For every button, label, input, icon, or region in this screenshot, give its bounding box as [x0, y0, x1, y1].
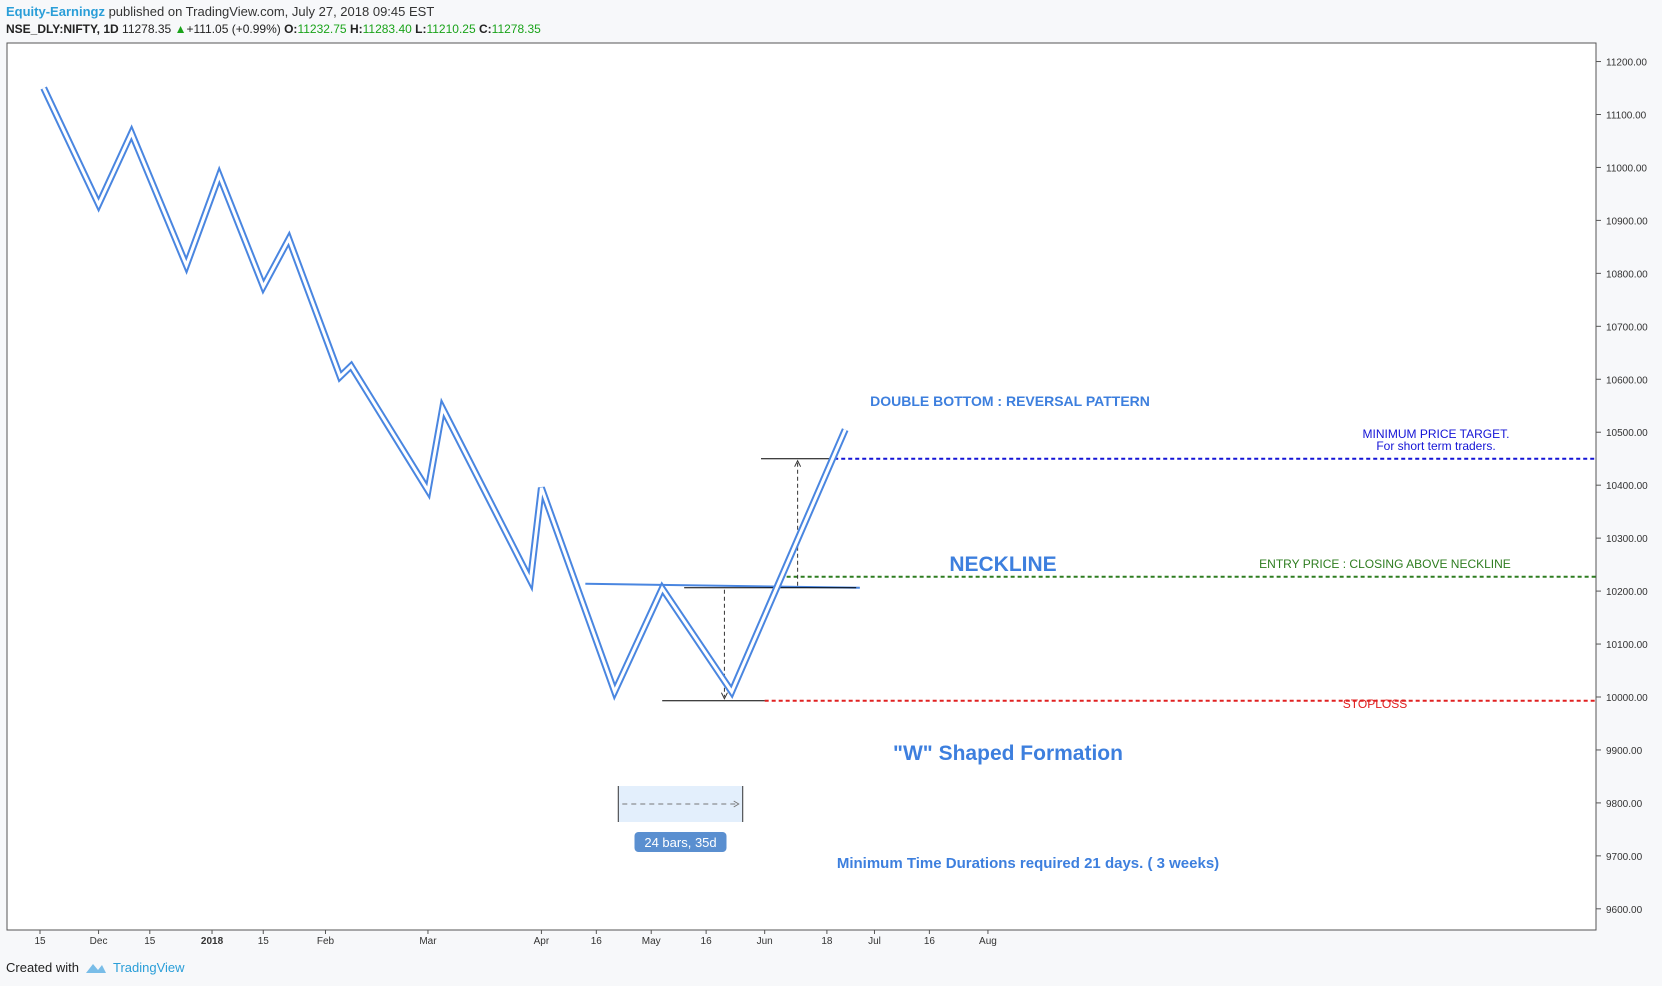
price-line-inner — [42, 87, 847, 696]
x-tick-label: Dec — [90, 936, 108, 947]
plot-area[interactable] — [6, 42, 1597, 931]
neckline-label: NECKLINE — [949, 553, 1056, 576]
y-tick-label: 10500.00 — [1606, 428, 1648, 439]
y-tick-label: 10300.00 — [1606, 534, 1648, 545]
close-label: C: — [478, 22, 492, 36]
y-tick-label: 9800.00 — [1606, 799, 1643, 810]
created-with-label: Created with — [6, 960, 79, 975]
y-tick-label: 10800.00 — [1606, 269, 1648, 280]
range-badge-bg — [634, 832, 727, 852]
price-change: +111.05 (+0.99%) — [186, 22, 281, 36]
close-value: 11278.35 — [491, 22, 541, 36]
price-axis[interactable]: 11200.00 11100.00 11000.00 10900.00 10800.00… — [1596, 58, 1648, 916]
open-value: 11232.75 — [297, 22, 347, 36]
y-tick-label: 9900.00 — [1606, 746, 1643, 757]
y-tick-label: 10000.00 — [1606, 693, 1648, 704]
x-tick-label: 16 — [924, 936, 936, 947]
author-name[interactable]: Equity-Earningz — [6, 4, 105, 19]
y-tick-label: 11000.00 — [1606, 163, 1647, 174]
annotation-labels: DOUBLE BOTTOM : REVERSAL PATTERN NECKLIN… — [837, 393, 1511, 872]
y-tick-label: 10700.00 — [1606, 322, 1648, 333]
last-price: 11278.35 — [122, 22, 172, 36]
price-series[interactable] — [40, 86, 849, 701]
x-tick-label: 16 — [591, 936, 603, 947]
x-tick-label: Jun — [757, 936, 773, 947]
entry-label: ENTRY PRICE : CLOSING ABOVE NECKLINE — [1259, 557, 1511, 571]
x-tick-label: 16 — [701, 936, 713, 947]
x-tick-label: Feb — [317, 936, 335, 947]
formation-label: "W" Shaped Formation — [893, 742, 1123, 765]
tradingview-brand-link[interactable]: TradingView — [112, 960, 185, 975]
x-tick-label: 2018 — [201, 936, 224, 947]
x-tick-label: Mar — [419, 936, 437, 947]
time-axis[interactable]: 15 Dec 15 2018 15 Feb Mar Apr 16 May 16 Jun 18 Jul 16 A… — [34, 930, 997, 947]
x-tick-label: 15 — [258, 936, 270, 947]
tradingview-logo-icon — [85, 963, 106, 973]
y-tick-label: 9600.00 — [1606, 905, 1643, 916]
open-label: O: — [284, 22, 298, 36]
y-tick-label: 10100.00 — [1606, 640, 1648, 651]
x-tick-label: Jul — [868, 936, 881, 947]
y-tick-label: 10900.00 — [1606, 216, 1648, 227]
high-value: 11283.40 — [362, 22, 412, 36]
target-label: MINIMUM PRICE TARGET. — [1363, 427, 1510, 441]
footer: Created with TradingView — [6, 960, 185, 975]
low-label: L: — [415, 22, 427, 36]
y-tick-label: 11100.00 — [1606, 110, 1647, 121]
publish-date: published on TradingView.com, July 27, 2… — [108, 4, 435, 19]
target-sub-label: For short term traders. — [1376, 439, 1495, 453]
x-tick-label: May — [642, 936, 661, 947]
x-tick-label: Aug — [979, 936, 997, 947]
high-label: H: — [349, 22, 363, 36]
neckline-line — [585, 582, 860, 589]
x-tick-label: 15 — [144, 936, 156, 947]
y-tick-label: 10200.00 — [1606, 587, 1648, 598]
y-tick-label: 9700.00 — [1606, 852, 1643, 863]
range-badge: 24 bars, 35d — [644, 835, 716, 850]
x-tick-label: 18 — [821, 936, 833, 947]
symbol-legend: NSE_DLY:NIFTY, 1D 11278.35 ▲+111.05 (+0.… — [6, 22, 541, 36]
y-tick-label: 10400.00 — [1606, 481, 1648, 492]
up-arrow-icon: ▲ — [174, 22, 187, 36]
pattern-title: DOUBLE BOTTOM : REVERSAL PATTERN — [870, 393, 1150, 409]
symbol-name: NSE_DLY:NIFTY, 1D — [6, 22, 119, 36]
price-levels — [764, 457, 1596, 702]
stoploss-label: STOPLOSS — [1343, 697, 1407, 711]
publish-info: Equity-Earningz published on TradingView… — [6, 4, 434, 19]
x-tick-label: Apr — [534, 936, 550, 947]
pattern-drawings: 24 bars, 35d — [585, 458, 860, 852]
x-tick-label: 15 — [34, 936, 46, 947]
duration-label: Minimum Time Durations required 21 days.… — [837, 855, 1219, 872]
y-tick-label: 10600.00 — [1606, 375, 1648, 386]
arrow-head-icon — [720, 692, 728, 700]
arrow-head-icon — [794, 459, 802, 467]
arrow-head-icon — [733, 800, 740, 808]
y-tick-label: 11200.00 — [1606, 58, 1647, 69]
low-value: 11210.25 — [426, 22, 476, 36]
